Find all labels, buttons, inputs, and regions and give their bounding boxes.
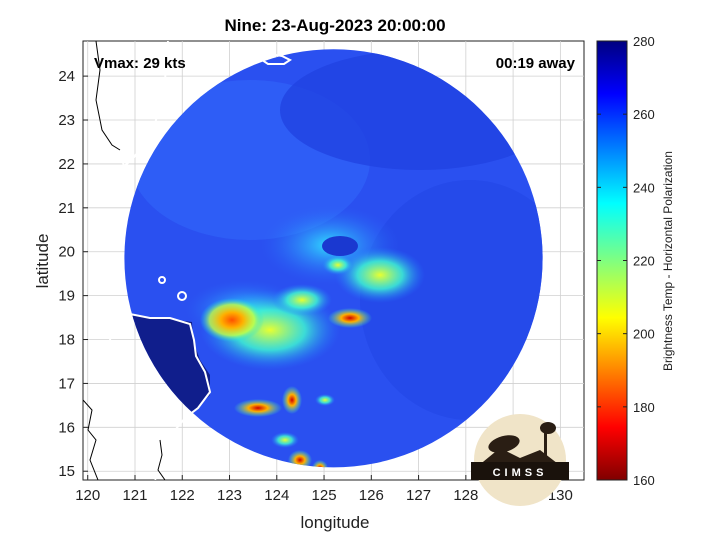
colorbar-label: Brightness Temp - Horizontal Polarizatio… (661, 151, 675, 371)
x-tick-label: 130 (548, 487, 573, 504)
water-tower-icon (540, 422, 556, 434)
colorbar (596, 40, 628, 481)
hot-band-1 (234, 399, 282, 417)
colorbar-tick-label: 280 (633, 34, 655, 49)
x-tick-label: 124 (264, 487, 289, 504)
y-tick-label: 21 (58, 200, 75, 217)
y-tick-label: 19 (58, 288, 75, 305)
colorbar-tick-label: 240 (633, 180, 655, 195)
colorbar-tick-label: 220 (633, 254, 655, 269)
colorbar-tick-label: 180 (633, 400, 655, 415)
y-tick-label: 22 (58, 156, 75, 173)
y-tick-label: 18 (58, 332, 75, 349)
colorbar-tick-label: 260 (633, 107, 655, 122)
y-axis-ticks: 15 16 17 18 19 20 21 22 23 24 (58, 68, 88, 480)
x-tick-label: 122 (170, 487, 195, 504)
hot-core-1 (200, 298, 264, 342)
colorbar-tick-label: 160 (633, 473, 655, 488)
x-axis-label: longitude (300, 513, 369, 532)
y-tick-label: 23 (58, 112, 75, 129)
x-tick-label: 125 (312, 487, 337, 504)
storm-eye (322, 236, 358, 256)
x-tick-label: 121 (122, 487, 147, 504)
coastlines-outside (83, 41, 166, 480)
y-tick-label: 15 (58, 463, 75, 480)
y-axis-label: latitude (33, 234, 52, 289)
satellite-dish-icon (488, 435, 520, 453)
logo-text: CIMSS (493, 467, 548, 479)
x-tick-label: 123 (217, 487, 242, 504)
time-offset-annotation: 00:19 away (496, 55, 576, 72)
vmax-annotation: Vmax: 29 kts (94, 55, 186, 72)
x-tick-label: 128 (453, 487, 478, 504)
cimss-logo: CIMSS (471, 414, 569, 506)
x-tick-label: 127 (406, 487, 431, 504)
colorbar-ticks: 160 180 200 220 240 260 280 (597, 34, 655, 488)
y-tick-label: 24 (58, 68, 75, 85)
x-tick-label: 120 (75, 487, 100, 504)
colorbar-tick-label: 200 (633, 327, 655, 342)
y-tick-label: 16 (58, 419, 75, 436)
coastlines (106, 41, 292, 480)
x-tick-label: 126 (359, 487, 384, 504)
y-tick-label: 17 (58, 375, 75, 392)
y-tick-label: 20 (58, 244, 75, 261)
chart-title: Nine: 23-Aug-2023 20:00:00 (224, 16, 445, 35)
